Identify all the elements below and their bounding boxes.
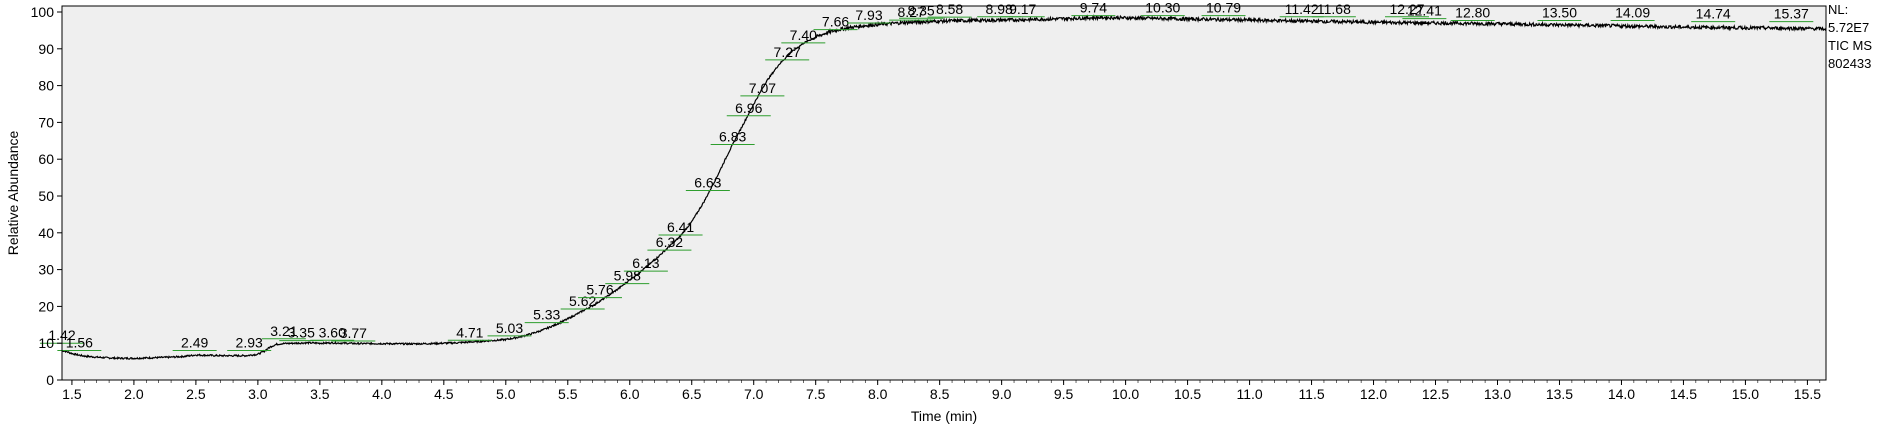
- y-tick-label: 20: [38, 298, 54, 314]
- x-tick-label: 1.5: [62, 386, 82, 402]
- peak-label: 7.07: [749, 80, 776, 96]
- peak-label: 8.98: [986, 1, 1013, 17]
- x-tick-label: 3.5: [310, 386, 330, 402]
- peak-label: 12.80: [1455, 4, 1490, 20]
- x-tick-label: 6.5: [682, 386, 702, 402]
- peak-label: 5.76: [586, 282, 613, 298]
- x-tick-label: 11.0: [1236, 386, 1262, 402]
- peak-label: 13.50: [1542, 4, 1577, 20]
- peak-label: 10.79: [1206, 0, 1241, 16]
- peak-label: 8.35: [907, 2, 934, 18]
- y-axis-title: Relative Abundance: [5, 131, 21, 256]
- peak-label: 3.35: [288, 325, 315, 341]
- x-tick-label: 9.5: [1054, 386, 1074, 402]
- peak-label: 5.62: [569, 293, 596, 309]
- peak-label: 6.13: [632, 255, 659, 271]
- x-tick-label: 5.0: [496, 386, 516, 402]
- peak-label: 7.40: [790, 27, 817, 43]
- y-tick-label: 90: [38, 41, 54, 57]
- peak-label: 6.96: [735, 100, 762, 116]
- x-tick-label: 12.0: [1360, 386, 1387, 402]
- x-tick-label: 3.0: [248, 386, 268, 402]
- peak-label: 2.49: [181, 335, 208, 351]
- x-tick-label: 11.5: [1298, 386, 1324, 402]
- x-tick-label: 14.0: [1608, 386, 1635, 402]
- y-tick-label: 40: [38, 225, 54, 241]
- x-tick-label: 8.0: [868, 386, 888, 402]
- peak-label: 11.42: [1285, 1, 1319, 17]
- y-tick-label: 0: [46, 372, 54, 388]
- x-axis-title: Time (min): [911, 408, 977, 424]
- x-tick-label: 15.0: [1732, 386, 1759, 402]
- peak-label: 2.93: [236, 335, 263, 351]
- x-tick-label: 13.5: [1546, 386, 1573, 402]
- x-tick-label: 2.5: [186, 386, 206, 402]
- y-tick-label: 50: [38, 188, 54, 204]
- x-tick-label: 13.0: [1484, 386, 1511, 402]
- x-tick-label: 10.5: [1174, 386, 1201, 402]
- peak-label: 6.32: [656, 234, 683, 250]
- plot-background: [61, 5, 1827, 381]
- scan-info: NL: 5.72E7 TIC MS 802433: [1828, 2, 1872, 71]
- peak-label: 7.27: [774, 44, 801, 60]
- peak-label: 3.77: [340, 325, 367, 341]
- x-tick-label: 8.5: [930, 386, 950, 402]
- peak-label: 14.09: [1615, 4, 1650, 20]
- tick-labels: 0 10 20 30 40 50 60 70 80 90 100 1.5 2.0 2.5 3.0 3.5 4.0…: [31, 4, 1822, 402]
- x-tick-label: 7.0: [744, 386, 764, 402]
- peak-label: 1.56: [66, 335, 93, 351]
- y-tick-label: 100: [31, 4, 55, 20]
- peak-label: 14.74: [1696, 6, 1731, 22]
- x-tick-label: 9.0: [992, 386, 1012, 402]
- y-tick-label: 10: [38, 335, 54, 351]
- x-tick-label: 14.5: [1670, 386, 1697, 402]
- tic-trace-line: [62, 14, 1827, 360]
- axes: [61, 6, 1826, 381]
- peak-label: 5.33: [533, 307, 560, 323]
- peak-label: 5.98: [614, 268, 641, 284]
- info-filter: TIC MS: [1828, 38, 1872, 53]
- y-tick-label: 60: [38, 151, 54, 167]
- peak-label: 6.41: [667, 219, 694, 235]
- peak-label: 8.27: [898, 4, 925, 20]
- peak-labels: 1.421.56 2.49 2.933.213.35 3.603.77 4.71 5.03…: [40, 0, 1814, 352]
- x-tick-label: 4.0: [372, 386, 392, 402]
- info-nl-value: 5.72E7: [1828, 20, 1869, 35]
- peak-label: 7.93: [855, 7, 882, 23]
- x-tick-label: 15.5: [1794, 386, 1821, 402]
- peak-label: 9.74: [1080, 0, 1107, 16]
- x-tick-label: 12.5: [1422, 386, 1449, 402]
- y-tick-label: 30: [38, 262, 54, 278]
- peak-label: 3.21: [270, 323, 297, 339]
- info-scan-id: 802433: [1828, 56, 1871, 71]
- peak-label: 7.66: [822, 14, 849, 30]
- peak-label: 8.58: [936, 1, 963, 17]
- peak-label: 3.60: [319, 324, 346, 340]
- peak-label: 12.41: [1407, 3, 1442, 19]
- peak-label: 11.68: [1317, 1, 1351, 17]
- x-tick-label: 2.0: [124, 386, 144, 402]
- x-tick-label: 7.5: [806, 386, 826, 402]
- trace-group: [62, 14, 1827, 360]
- peak-label: 10.30: [1145, 0, 1180, 16]
- peak-label: 6.63: [694, 174, 721, 190]
- x-tick-label: 5.5: [558, 386, 578, 402]
- peak-label: 15.37: [1774, 6, 1809, 22]
- peak-label: 4.71: [456, 324, 483, 340]
- y-tick-label: 80: [38, 78, 54, 94]
- x-tick-label: 10.0: [1112, 386, 1139, 402]
- peak-label: 6.83: [719, 128, 746, 144]
- y-tick-label: 70: [38, 114, 54, 130]
- info-nl: NL:: [1828, 2, 1848, 17]
- x-tick-label: 6.0: [620, 386, 640, 402]
- x-tick-label: 4.5: [434, 386, 454, 402]
- peak-label: 12.27: [1389, 1, 1424, 17]
- peak-label: 9.17: [1009, 1, 1036, 17]
- peak-label: 5.03: [496, 320, 523, 336]
